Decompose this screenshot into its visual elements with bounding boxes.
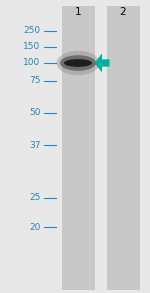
Text: 25: 25	[29, 193, 40, 202]
Text: 250: 250	[23, 26, 40, 35]
Text: 50: 50	[29, 108, 40, 117]
Text: 1: 1	[75, 7, 81, 17]
Text: 150: 150	[23, 42, 40, 51]
Text: 20: 20	[29, 223, 40, 231]
Ellipse shape	[60, 55, 96, 71]
Ellipse shape	[64, 59, 92, 67]
FancyArrow shape	[94, 53, 110, 72]
Bar	[106, 6, 140, 290]
Text: 100: 100	[23, 59, 40, 67]
Ellipse shape	[57, 51, 99, 75]
Text: 37: 37	[29, 141, 40, 149]
Bar	[61, 6, 94, 290]
Text: 75: 75	[29, 76, 40, 85]
Text: 2: 2	[120, 7, 126, 17]
